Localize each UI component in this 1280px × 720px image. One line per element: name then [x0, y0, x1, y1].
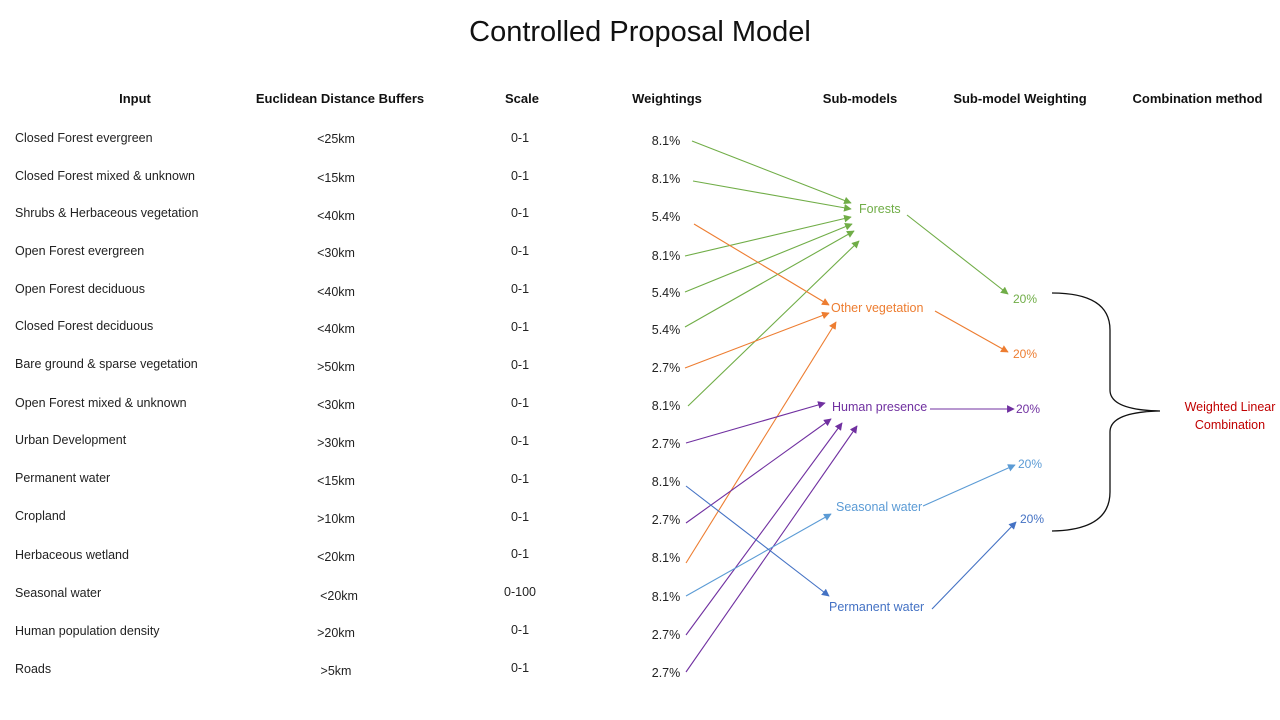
buffer-value: <20km	[317, 550, 355, 564]
scale-value: 0-1	[510, 472, 530, 486]
submodel-forests: Forests	[859, 202, 901, 216]
buffer-value: >50km	[317, 360, 355, 374]
buffer-value: <15km	[317, 171, 355, 185]
weight-value: 2.7%	[651, 513, 681, 527]
header-buffers: Euclidean Distance Buffers	[255, 91, 425, 106]
weight-value: 8.1%	[651, 134, 681, 148]
header-submodel-weighting: Sub-model Weighting	[953, 91, 1087, 106]
scale-value: 0-1	[510, 510, 530, 524]
buffer-value: <40km	[317, 322, 355, 336]
buffer-value: <30km	[317, 398, 355, 412]
buffer-value: >10km	[317, 512, 355, 526]
header-weightings: Weightings	[632, 91, 702, 106]
weight-value: 2.7%	[651, 437, 681, 451]
header-combination-method: Combination method	[1132, 91, 1263, 106]
input-label: Open Forest evergreen	[15, 244, 145, 258]
input-label: Closed Forest deciduous	[15, 319, 154, 333]
submodel-permanent-water: Permanent water	[829, 600, 925, 614]
input-label: Roads	[15, 662, 52, 676]
input-label: Urban Development	[15, 433, 127, 447]
submodel-weight-seasonal-water: 20%	[1018, 457, 1043, 471]
buffer-value: <15km	[317, 474, 355, 488]
submodel-weight-forests: 20%	[1013, 292, 1038, 306]
permanent-water-links	[685, 485, 1017, 610]
weight-value: 8.1%	[651, 249, 681, 263]
scale-value: 0-1	[510, 282, 530, 296]
buffer-value: >30km	[317, 436, 355, 450]
scale-value: 0-1	[510, 320, 530, 334]
input-label: Bare ground & sparse vegetation	[15, 357, 198, 371]
input-label: Open Forest mixed & unknown	[15, 396, 187, 410]
combination-method-line2: Combination	[1194, 418, 1266, 432]
submodel-weight-other-vegetation: 20%	[1013, 347, 1038, 361]
input-label: Herbaceous wetland	[15, 548, 129, 562]
buffer-value: >5km	[320, 664, 352, 678]
combination-bracket	[1051, 292, 1161, 532]
submodel-weight-permanent-water: 20%	[1020, 512, 1045, 526]
buffer-value: <20km	[320, 589, 358, 603]
submodel-human-presence: Human presence	[832, 400, 928, 414]
weight-value: 8.1%	[651, 172, 681, 186]
header-submodels: Sub-models	[822, 91, 898, 106]
scale-value: 0-1	[510, 661, 530, 675]
scale-value: 0-1	[510, 396, 530, 410]
combination-method-label: Weighted Linear Combination	[1165, 398, 1280, 434]
other-vegetation-links	[684, 223, 1009, 564]
submodel-weight-human-presence: 20%	[1016, 402, 1041, 416]
weight-value: 8.1%	[651, 551, 681, 565]
buffer-value: <25km	[317, 132, 355, 146]
scale-value: 0-1	[510, 434, 530, 448]
weight-value: 5.4%	[651, 286, 681, 300]
header-scale: Scale	[505, 91, 539, 106]
input-label: Closed Forest mixed & unknown	[15, 169, 195, 183]
scale-value: 0-100	[504, 585, 536, 599]
seasonal-water-links	[685, 464, 1016, 597]
weight-value: 8.1%	[651, 590, 681, 604]
weight-value: 5.4%	[651, 323, 681, 337]
scale-value: 0-1	[510, 623, 530, 637]
scale-value: 0-1	[510, 244, 530, 258]
weight-value: 2.7%	[651, 628, 681, 642]
buffer-value: <40km	[317, 285, 355, 299]
combination-method-line1: Weighted Linear	[1184, 400, 1276, 414]
input-label: Seasonal water	[15, 586, 102, 600]
header-input: Input	[119, 91, 151, 106]
buffer-value: >20km	[317, 626, 355, 640]
input-label: Shrubs & Herbaceous vegetation	[15, 206, 199, 220]
input-label: Human population density	[15, 624, 160, 638]
input-label: Cropland	[15, 509, 66, 523]
input-label: Open Forest deciduous	[15, 282, 145, 296]
weight-value: 8.1%	[651, 399, 681, 413]
weight-value: 2.7%	[651, 361, 681, 375]
scale-value: 0-1	[510, 131, 530, 145]
weight-value: 2.7%	[651, 666, 681, 680]
scale-value: 0-1	[510, 358, 530, 372]
forest-links	[684, 140, 1009, 407]
submodel-other-vegetation: Other vegetation	[831, 301, 924, 315]
submodel-seasonal-water: Seasonal water	[836, 500, 923, 514]
input-label: Closed Forest evergreen	[15, 131, 153, 145]
diagram-title: Controlled Proposal Model	[469, 16, 811, 48]
human-presence-links	[685, 401, 1015, 673]
buffer-value: <30km	[317, 246, 355, 260]
weight-value: 8.1%	[651, 475, 681, 489]
scale-value: 0-1	[510, 169, 530, 183]
weight-value: 5.4%	[651, 210, 681, 224]
scale-value: 0-1	[510, 547, 530, 561]
scale-value: 0-1	[510, 206, 530, 220]
buffer-value: <40km	[317, 209, 355, 223]
input-label: Permanent water	[15, 471, 111, 485]
